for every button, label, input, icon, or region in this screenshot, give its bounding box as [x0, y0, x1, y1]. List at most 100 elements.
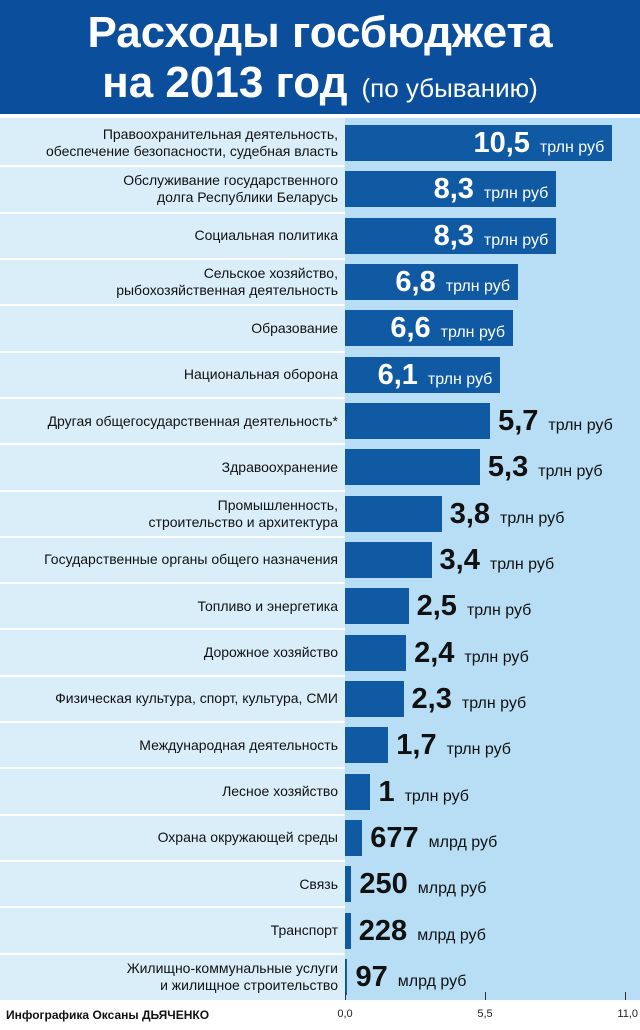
row-separator — [0, 304, 345, 307]
value-unit: трлн руб — [427, 370, 493, 388]
value-number: 5,7 — [498, 405, 539, 438]
category-label: Промышленность, строительство и архитект… — [148, 496, 338, 530]
value-number: 10,5 — [473, 127, 530, 160]
value-unit: трлн руб — [483, 185, 549, 203]
value-unit: млрд руб — [417, 926, 486, 944]
bar — [345, 727, 389, 764]
bar — [345, 542, 432, 578]
bar — [345, 819, 363, 856]
value-label: 250 млрд руб — [359, 866, 486, 902]
category-label: Сельское хозяйство, рыбохозяйственная де… — [116, 265, 338, 299]
value-label: 1 трлн руб — [378, 774, 469, 810]
value-label: 677 млрд руб — [370, 820, 497, 856]
value-number: 8,3 — [433, 219, 474, 252]
category-label: Лесное хозяйство — [222, 783, 338, 800]
value-label: 8,3 трлн руб — [434, 218, 549, 254]
chart-subtitle: (по убыванию) — [361, 73, 538, 103]
value-number: 6,1 — [377, 358, 418, 391]
value-label: 1,7 трлн руб — [396, 727, 511, 763]
x-tick — [345, 992, 346, 1000]
value-number: 6,6 — [390, 312, 431, 345]
bar — [345, 866, 352, 903]
bar — [345, 588, 409, 625]
bar — [345, 773, 371, 810]
label-panel — [0, 118, 345, 1000]
row-separator — [0, 211, 345, 214]
row-separator — [0, 535, 345, 538]
value-unit: трлн руб — [489, 556, 555, 573]
value-unit: трлн руб — [461, 694, 527, 712]
value-label: 8,3 трлн руб — [434, 171, 549, 207]
value-unit: трлн руб — [440, 324, 505, 342]
value-number: 1,7 — [396, 729, 437, 762]
category-label: Обслуживание государственного долга Респ… — [123, 172, 338, 206]
value-number: 677 — [370, 821, 419, 854]
x-tick-label: 11,0 — [617, 1008, 638, 1020]
value-label: 2,3 трлн руб — [412, 681, 527, 717]
bar — [345, 217, 557, 254]
bar — [345, 680, 404, 717]
row-separator — [0, 489, 345, 492]
title-block: Расходы госбюджета на 2013 год (по убыван… — [0, 0, 640, 113]
bar — [345, 495, 442, 532]
bar — [345, 356, 501, 393]
value-number: 1 — [378, 775, 395, 808]
value-number: 97 — [355, 960, 388, 993]
row-separator — [0, 582, 345, 585]
value-unit: млрд руб — [428, 833, 498, 851]
header: Расходы госбюджета на 2013 год (по убыван… — [0, 0, 640, 114]
category-label: Дорожное хозяйство — [203, 644, 338, 661]
row-separator — [0, 952, 345, 955]
row-separator — [0, 257, 345, 260]
value-unit: трлн руб — [404, 787, 469, 805]
category-label: Международная деятельность — [139, 736, 338, 753]
value-number: 3,4 — [439, 544, 480, 576]
category-label: Физическая культура, спорт, культура, СМ… — [55, 690, 338, 707]
value-unit: трлн руб — [539, 139, 605, 157]
row-separator — [0, 906, 345, 909]
value-number: 8,3 — [433, 173, 474, 206]
category-label: Государственные органы общего назначения — [44, 551, 338, 568]
row-separator — [0, 396, 345, 399]
value-number: 6,8 — [395, 266, 436, 299]
value-label: 2,4 трлн руб — [414, 635, 529, 671]
x-tick-label: 0,0 — [337, 1008, 353, 1020]
row-separator — [0, 628, 345, 631]
bar — [345, 125, 613, 162]
value-label: 3,8 трлн руб — [450, 496, 565, 532]
value-unit: трлн руб — [483, 231, 549, 249]
value-number: 250 — [359, 868, 408, 901]
row-separator — [0, 767, 345, 770]
value-number: 2,4 — [414, 636, 455, 669]
value-label: 228 млрд руб — [359, 913, 486, 949]
row-separator — [0, 860, 345, 863]
value-unit: млрд руб — [397, 972, 467, 990]
row-separator — [0, 443, 345, 446]
category-label: Охрана окружающей среды — [157, 829, 338, 846]
value-unit: трлн руб — [445, 278, 511, 296]
bar — [345, 958, 348, 995]
bar — [345, 912, 351, 949]
chart-title: Расходы госбюджета на 2013 год — [87, 8, 553, 107]
bar — [345, 634, 407, 671]
value-label: 5,3 трлн руб — [488, 449, 603, 485]
value-label: 5,7 трлн руб — [498, 403, 613, 439]
row-separator — [0, 165, 345, 168]
value-unit: трлн руб — [446, 741, 511, 759]
bar — [345, 264, 519, 301]
category-label: Правоохранительная деятельность, обеспеч… — [45, 126, 338, 160]
bar — [345, 403, 491, 440]
value-label: 6,1 трлн руб — [378, 357, 493, 393]
value-unit: трлн руб — [466, 602, 532, 620]
x-tick — [625, 992, 626, 1000]
category-label: Связь — [299, 875, 338, 892]
value-label: 10,5 трлн руб — [473, 125, 604, 161]
bar — [345, 449, 480, 486]
category-label: Жилищно-коммунальные услуги и жилищное с… — [126, 959, 338, 993]
value-unit: трлн руб — [548, 417, 613, 435]
value-unit: трлн руб — [464, 648, 529, 666]
category-label: Транспорт — [270, 922, 338, 939]
value-unit: трлн руб — [500, 509, 565, 527]
category-label: Топливо и энергетика — [197, 597, 339, 614]
